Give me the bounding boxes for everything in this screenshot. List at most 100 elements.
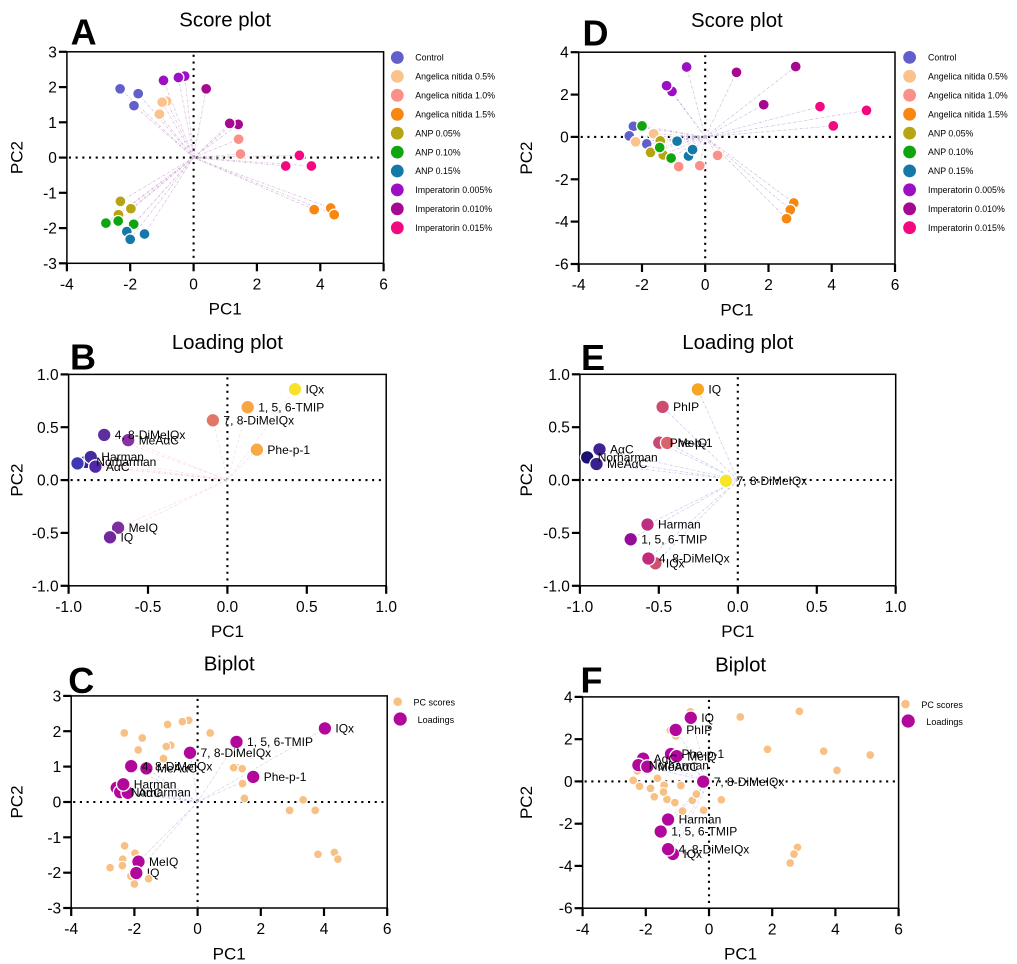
svg-text:Norharman: Norharman bbox=[598, 451, 658, 465]
svg-text:Biplot: Biplot bbox=[204, 654, 255, 676]
svg-text:ANP 0.15%: ANP 0.15% bbox=[415, 166, 460, 176]
svg-text:-4: -4 bbox=[572, 277, 586, 294]
svg-text:B: B bbox=[70, 337, 96, 378]
svg-text:MeAαC: MeAαC bbox=[658, 760, 699, 774]
svg-text:AαC: AαC bbox=[654, 752, 678, 766]
svg-text:0.0: 0.0 bbox=[217, 599, 239, 616]
svg-text:A: A bbox=[71, 12, 97, 53]
svg-text:-2: -2 bbox=[559, 816, 573, 833]
svg-text:4, 8-DiMeIQx: 4, 8-DiMeIQx bbox=[659, 552, 730, 566]
svg-text:7, 8-DiMeIQx: 7, 8-DiMeIQx bbox=[223, 414, 294, 428]
svg-text:ANP 0.15%: ANP 0.15% bbox=[928, 166, 973, 176]
svg-text:AαC: AαC bbox=[610, 443, 634, 457]
svg-text:Angelica nitida 1.0%: Angelica nitida 1.0% bbox=[928, 90, 1008, 100]
svg-text:4: 4 bbox=[827, 277, 836, 294]
svg-text:-4: -4 bbox=[559, 858, 573, 875]
svg-text:PC2: PC2 bbox=[517, 786, 536, 819]
svg-text:-4: -4 bbox=[576, 921, 590, 938]
svg-text:Loadings: Loadings bbox=[926, 717, 963, 727]
svg-text:Harman: Harman bbox=[679, 813, 722, 827]
svg-text:0: 0 bbox=[53, 795, 62, 812]
svg-text:-1.0: -1.0 bbox=[543, 578, 570, 595]
svg-text:-2: -2 bbox=[635, 277, 649, 294]
svg-text:3: 3 bbox=[53, 688, 62, 705]
svg-text:7, 8-DiMeIQx: 7, 8-DiMeIQx bbox=[737, 474, 808, 488]
svg-text:2: 2 bbox=[253, 277, 262, 294]
svg-text:PhIP: PhIP bbox=[673, 400, 699, 414]
svg-text:0.5: 0.5 bbox=[548, 420, 570, 437]
svg-text:PC2: PC2 bbox=[517, 142, 536, 175]
svg-text:Control: Control bbox=[415, 53, 443, 63]
svg-text:MeAαC: MeAαC bbox=[139, 433, 180, 447]
svg-text:Angelica nitida 1.5%: Angelica nitida 1.5% bbox=[415, 110, 495, 120]
svg-text:4: 4 bbox=[560, 45, 569, 62]
svg-text:Norharman: Norharman bbox=[96, 455, 156, 469]
svg-text:D: D bbox=[583, 13, 609, 54]
svg-text:6: 6 bbox=[891, 277, 900, 294]
svg-text:Harman: Harman bbox=[658, 518, 701, 532]
svg-text:-1.0: -1.0 bbox=[55, 599, 82, 616]
svg-text:Score plot: Score plot bbox=[691, 10, 783, 32]
svg-text:-4: -4 bbox=[60, 277, 74, 294]
svg-text:PC scores: PC scores bbox=[414, 698, 456, 708]
svg-text:AαC: AαC bbox=[106, 460, 130, 474]
svg-text:PC1: PC1 bbox=[721, 622, 754, 641]
svg-text:2: 2 bbox=[48, 80, 57, 97]
svg-text:Imperatorin 0.015%: Imperatorin 0.015% bbox=[928, 223, 1005, 233]
svg-text:PC1: PC1 bbox=[724, 945, 757, 964]
svg-text:Phe-p-1: Phe-p-1 bbox=[267, 443, 310, 457]
svg-text:PC2: PC2 bbox=[8, 785, 27, 818]
svg-text:PC1: PC1 bbox=[720, 300, 753, 319]
svg-text:ANP 0.05%: ANP 0.05% bbox=[928, 128, 973, 138]
svg-text:0: 0 bbox=[48, 150, 57, 167]
svg-text:Loadings: Loadings bbox=[418, 715, 455, 725]
svg-text:-2: -2 bbox=[639, 921, 653, 938]
svg-text:MeAαC: MeAαC bbox=[607, 457, 648, 471]
svg-text:0.5: 0.5 bbox=[296, 599, 318, 616]
svg-text:2: 2 bbox=[768, 921, 777, 938]
svg-text:6: 6 bbox=[894, 921, 903, 938]
svg-text:-0.5: -0.5 bbox=[645, 599, 672, 616]
svg-text:Phe-p-1: Phe-p-1 bbox=[264, 770, 307, 784]
svg-text:1, 5, 6-TMIP: 1, 5, 6-TMIP bbox=[671, 825, 737, 839]
svg-text:Imperatorin 0.010%: Imperatorin 0.010% bbox=[415, 204, 492, 214]
svg-text:Harman: Harman bbox=[101, 450, 144, 464]
svg-text:Phe-p-1: Phe-p-1 bbox=[682, 747, 725, 761]
svg-text:4: 4 bbox=[831, 921, 840, 938]
svg-text:-6: -6 bbox=[555, 257, 569, 274]
svg-text:6: 6 bbox=[383, 921, 392, 938]
svg-text:0.5: 0.5 bbox=[37, 420, 59, 437]
svg-text:Norharman: Norharman bbox=[649, 758, 709, 772]
svg-text:-1.0: -1.0 bbox=[567, 599, 594, 616]
svg-text:Imperatorin 0.005%: Imperatorin 0.005% bbox=[415, 185, 492, 195]
svg-text:7, 8-DiMeIQx: 7, 8-DiMeIQx bbox=[714, 775, 785, 789]
svg-text:-2: -2 bbox=[43, 221, 57, 238]
svg-text:2: 2 bbox=[256, 921, 265, 938]
svg-text:-1.0: -1.0 bbox=[32, 578, 59, 595]
svg-text:MeIQ: MeIQ bbox=[678, 436, 707, 450]
svg-text:MeIQ: MeIQ bbox=[149, 855, 178, 869]
svg-text:Angelica nitida 1.0%: Angelica nitida 1.0% bbox=[415, 91, 495, 101]
svg-text:-2: -2 bbox=[47, 865, 61, 882]
svg-text:0: 0 bbox=[189, 277, 198, 294]
svg-text:-6: -6 bbox=[559, 901, 573, 918]
svg-text:2: 2 bbox=[560, 87, 569, 104]
svg-text:0: 0 bbox=[560, 129, 569, 146]
svg-text:0: 0 bbox=[705, 921, 714, 938]
svg-text:4, 8-DiMeIQx: 4, 8-DiMeIQx bbox=[115, 428, 186, 442]
svg-text:1: 1 bbox=[53, 759, 62, 776]
svg-text:IQx: IQx bbox=[335, 722, 354, 736]
svg-text:1.0: 1.0 bbox=[37, 367, 59, 384]
svg-text:Control: Control bbox=[928, 53, 956, 63]
svg-text:-0.5: -0.5 bbox=[135, 599, 162, 616]
svg-text:-1: -1 bbox=[47, 830, 61, 847]
svg-text:IQ: IQ bbox=[701, 711, 714, 725]
svg-text:Imperatorin 0.010%: Imperatorin 0.010% bbox=[928, 204, 1005, 214]
svg-text:Biplot: Biplot bbox=[715, 655, 766, 677]
svg-text:Imperatorin 0.015%: Imperatorin 0.015% bbox=[415, 223, 492, 233]
svg-text:IQ: IQ bbox=[121, 531, 134, 545]
svg-text:4: 4 bbox=[564, 689, 573, 706]
svg-text:Angelica nitida 0.5%: Angelica nitida 0.5% bbox=[928, 72, 1008, 82]
svg-text:MeAαC: MeAαC bbox=[157, 762, 198, 776]
svg-text:Angelica nitida 1.5%: Angelica nitida 1.5% bbox=[928, 109, 1008, 119]
